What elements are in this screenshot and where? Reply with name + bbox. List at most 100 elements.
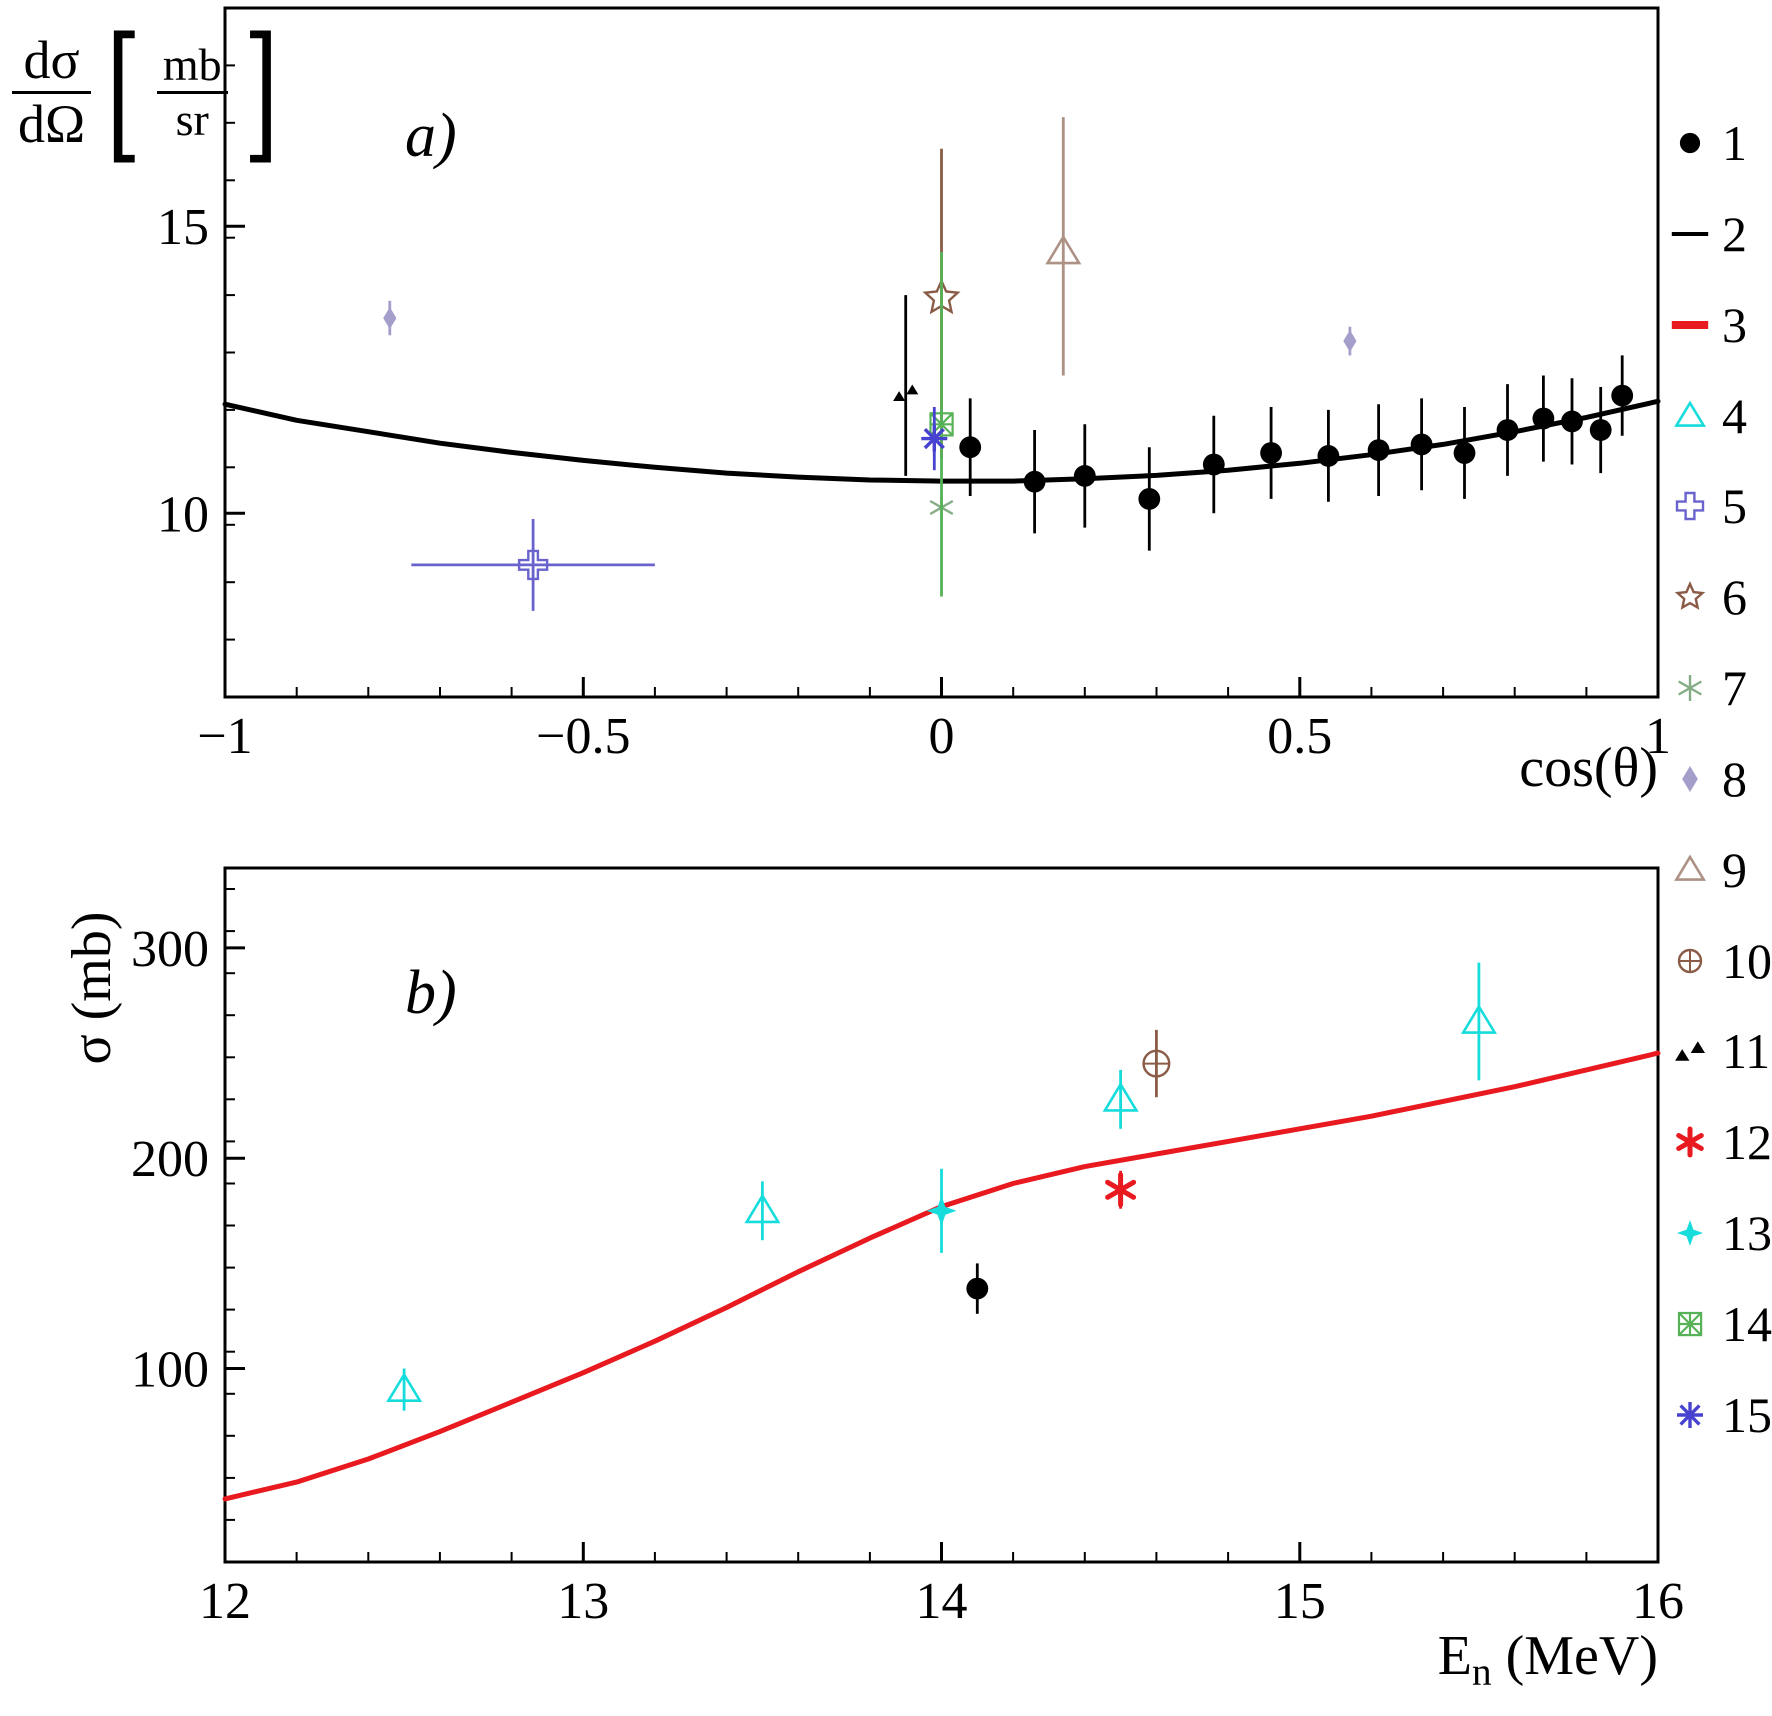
legend-item-11: 11 [1666,1026,1770,1076]
data-point-series-1 [1367,439,1390,461]
legend-item-2: 2 [1666,209,1747,259]
legend-item-13: 13 [1666,1208,1772,1258]
data-point-series-4 [1460,1003,1498,1034]
unit-fraction: mb sr [156,39,228,145]
legend-marker-hline-icon [1671,231,1709,236]
x-tick-label: −1 [197,708,252,765]
legend-item-label: 11 [1722,1023,1771,1080]
legend-marker-open-triangle-icon [1674,400,1707,427]
data-point-series-1 [959,436,982,459]
y-tick-label: 10 [157,486,209,543]
legend-item-label: 15 [1722,1386,1772,1443]
legend-marker-hline-thick-icon [1671,320,1709,329]
data-point-series-1 [1496,419,1519,441]
data-point-series-4 [744,1193,781,1224]
data-point-series-9 [1045,234,1082,265]
legend-marker-thick-asterisk-icon [1676,1126,1704,1158]
legend-item-7: 7 [1666,663,1747,713]
legend-item-label: 8 [1722,750,1747,807]
x-tick-label: 1 [1645,708,1671,765]
legend-item-10: 10 [1666,936,1772,986]
data-point-series-1 [966,1277,989,1300]
right-bracket: ] [242,6,279,178]
x-tick-label: 15 [1274,1573,1326,1630]
legend-item-1: 1 [1666,118,1747,168]
panel-a-y-axis-label: dσ dΩ [ mb sr ] [12,18,289,166]
energy-unit: (MeV) [1491,1625,1658,1687]
data-point-series-1 [1532,407,1555,430]
legend-item-6: 6 [1666,572,1747,622]
x-tick-label: 12 [199,1573,251,1630]
data-point-series-4 [1102,1081,1139,1112]
legend-item-label: 10 [1722,932,1772,989]
data-point-series-15 [921,425,948,452]
x-tick-label: 0.5 [1267,708,1332,765]
data-point-series-4 [386,1372,423,1402]
y-tick-label: 15 [157,199,209,256]
data-point-series-13 [926,1195,957,1226]
data-point-series-1 [1317,445,1340,467]
x-tick-label: 13 [557,1573,609,1630]
data-point-series-5 [517,549,549,581]
legend-marker-double-triangle-icon [1675,1041,1705,1062]
fraction-numerator: dσ [12,30,92,94]
legend-item-3: 3 [1666,300,1747,350]
legend-item-label: 13 [1722,1205,1772,1262]
unit-denominator: sr [175,93,209,145]
data-point-series-12 [1105,1172,1137,1208]
legend-marker-diamond-icon [1682,765,1698,792]
x-tick-label: 14 [916,1573,968,1630]
legend-marker-open-cross-icon [1675,492,1705,521]
panel-b-x-axis-label: En (MeV) [1330,1628,1658,1692]
data-point-series-1 [1260,442,1282,464]
legend-item-label: 9 [1722,841,1747,898]
curve-series-3 [222,1050,1661,1502]
legend-item-label: 7 [1722,660,1747,717]
data-point-series-1 [1023,470,1046,493]
legend-item-label: 5 [1722,478,1747,535]
legend-item-8: 8 [1666,754,1747,804]
data-point-series-1 [1202,453,1225,476]
y-tick-label: 200 [131,1131,209,1188]
legend-marker-asterisk-8-icon [1677,1401,1703,1428]
legend-item-5: 5 [1666,481,1747,531]
legend-item-label: 4 [1722,387,1747,444]
legend-item-label: 2 [1722,205,1747,262]
data-point-series-1 [1561,410,1583,433]
unit-numerator: mb [156,39,228,94]
legend-marker-four-star-icon [1677,1220,1703,1247]
panel-b-label: b) [405,959,457,1027]
legend-marker-asterisk-icon [1678,675,1702,702]
legend-item-label: 12 [1722,1114,1772,1171]
data-point-series-10 [1142,1049,1171,1078]
legend-item-label: 14 [1722,1295,1772,1352]
data-point-series-11 [893,384,919,401]
x-tick-label: 0 [929,708,955,765]
legend-item-4: 4 [1666,391,1747,441]
y-tick-label: 100 [131,1342,209,1399]
data-point-series-1 [1589,419,1612,441]
x-tick-label: 16 [1632,1573,1684,1630]
energy-symbol: E [1437,1625,1473,1687]
data-point-series-8 [383,307,397,330]
panel-a-x-axis-label: cos(θ) [1519,737,1658,799]
legend-marker-filled-circle-icon [1679,132,1701,154]
data-point-series-1 [1453,442,1476,464]
data-point-series-8 [1343,330,1357,352]
legend-item-label: 1 [1722,115,1747,171]
y-tick-label: 300 [131,921,209,978]
panel-b-y-axis-label: σ (mb) [61,911,123,1065]
data-point-series-1 [1611,384,1634,407]
legend-marker-circle-plus-icon [1677,948,1703,973]
data-point-series-1 [1073,465,1096,487]
legend-item-15: 15 [1666,1390,1772,1440]
panel-a-chart: −1 −0.5 0 0.5 1 10 15 [157,6,1671,765]
legend-marker-square-asterisk-icon [1677,1311,1703,1337]
legend-item-label: 3 [1722,296,1747,353]
data-point-series-1 [1138,488,1161,510]
fraction-denominator: dΩ [18,93,86,154]
legend-marker-open-triangle-icon [1674,854,1707,881]
data-point-series-1 [1410,433,1433,456]
